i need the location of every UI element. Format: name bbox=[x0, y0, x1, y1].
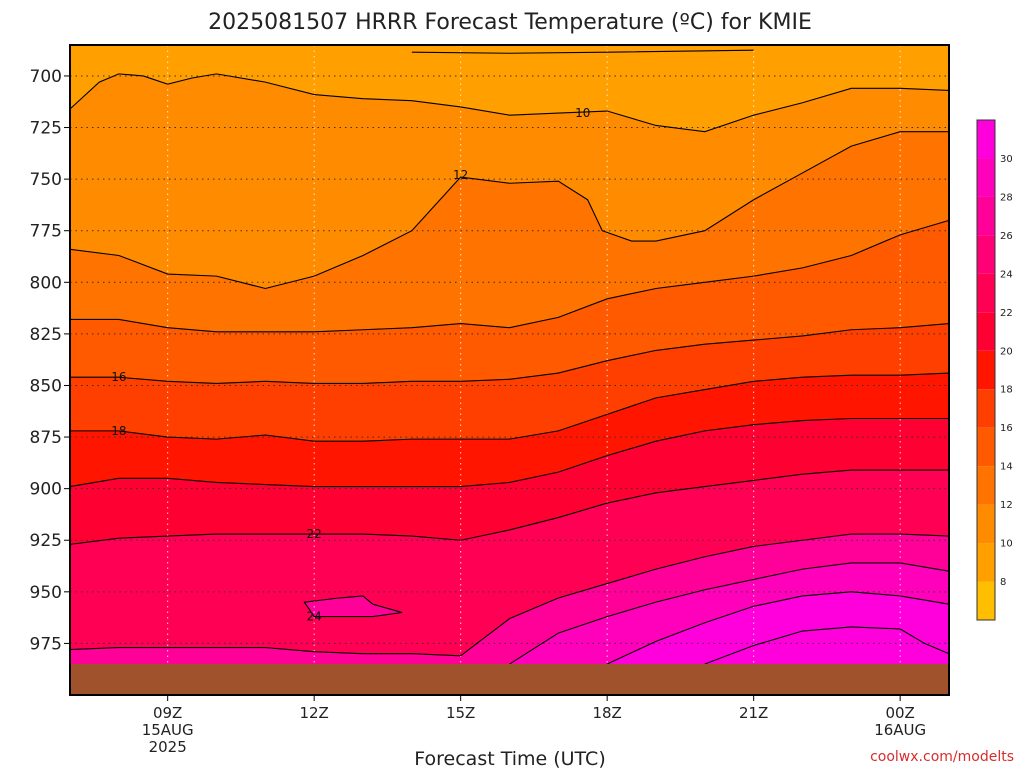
plot-frame bbox=[69, 44, 950, 696]
ground-layer bbox=[70, 664, 949, 695]
x-tick-label-12-0: 12Z bbox=[299, 704, 328, 722]
colorbar-swatch-12 bbox=[977, 120, 995, 159]
x-tick-label-9-1: 15AUG bbox=[142, 721, 194, 739]
colorbar-swatch-4 bbox=[977, 427, 995, 467]
contour-label-10-0: 10 bbox=[575, 106, 590, 120]
fill-pocket-24 bbox=[304, 595, 403, 617]
contour-line-layer: 10 12 16 18 22 24 bbox=[69, 49, 950, 665]
colorbar-label-10: 10 bbox=[1000, 539, 1013, 550]
x-axis-label: Forecast Time (UTC) bbox=[414, 748, 605, 768]
y-tick-label-800: 800 bbox=[30, 273, 62, 293]
x-tick-label-15-0: 15Z bbox=[446, 704, 475, 722]
colorbar-swatch-6 bbox=[977, 350, 995, 390]
credit-link[interactable]: coolwx.com/modelts bbox=[870, 749, 1014, 765]
colorbar-label-18: 18 bbox=[1000, 385, 1013, 396]
contour-line-10-1 bbox=[69, 73, 950, 133]
contour-line-24-8 bbox=[303, 595, 403, 618]
colorbar-swatch-8 bbox=[977, 273, 995, 313]
colorbar-label-16: 16 bbox=[1000, 423, 1013, 434]
colorbar-swatch-7 bbox=[977, 312, 995, 351]
colorbar-swatch-5 bbox=[977, 389, 995, 428]
colorbar-label-26: 26 bbox=[1000, 231, 1013, 242]
colorbar-swatch-9 bbox=[977, 235, 995, 274]
colorbar-label-14: 14 bbox=[1000, 462, 1013, 473]
colorbar-label-28: 28 bbox=[1000, 192, 1013, 203]
colorbar-swatch-1 bbox=[977, 543, 995, 582]
colorbar-label-8: 8 bbox=[1000, 577, 1006, 588]
contour-line-24-9 bbox=[69, 646, 461, 657]
contour-line-30-13 bbox=[704, 626, 950, 665]
contour-fill-layer bbox=[70, 45, 949, 695]
contour-label-12-2: 12 bbox=[453, 168, 468, 182]
chart-title: 2025081507 HRRR Forecast Temperature (ºC… bbox=[208, 10, 812, 35]
contour-label-24-8: 24 bbox=[307, 610, 322, 624]
ground-band bbox=[70, 664, 949, 695]
colorbar-label-22: 22 bbox=[1000, 308, 1013, 319]
colorbar-label-12: 12 bbox=[1000, 500, 1013, 511]
contour-line-28-12 bbox=[606, 591, 950, 665]
y-tick-label-750: 750 bbox=[30, 170, 62, 190]
contour-line-18-5 bbox=[70, 372, 950, 442]
y-tick-label-775: 775 bbox=[30, 222, 62, 242]
y-tick-label-900: 900 bbox=[30, 480, 62, 500]
colorbar-label-30: 30 bbox=[1000, 154, 1013, 165]
contour-line-12-2 bbox=[69, 131, 949, 290]
x-tick-label-21-0: 21Z bbox=[739, 704, 768, 722]
contour-line-22-7 bbox=[69, 469, 949, 545]
contour-label-16-4: 16 bbox=[111, 370, 126, 384]
contour-label-22-7: 22 bbox=[307, 527, 322, 541]
contour-label-18-5: 18 bbox=[111, 424, 126, 438]
x-tick-label-18-0: 18Z bbox=[592, 704, 621, 722]
colorbar-swatch-0 bbox=[977, 581, 995, 620]
contour-line-20-6 bbox=[69, 417, 949, 488]
y-tick-label-825: 825 bbox=[30, 325, 62, 345]
colorbar-label-20: 20 bbox=[1000, 346, 1013, 357]
contour-line-10-0 bbox=[411, 49, 754, 54]
contour-line-14-3 bbox=[70, 219, 950, 333]
x-tick-label-9-0: 09Z bbox=[153, 704, 182, 722]
y-tick-label-700: 700 bbox=[30, 67, 62, 87]
contour-line-16-4 bbox=[70, 323, 950, 384]
contour-line-26-11 bbox=[509, 562, 950, 665]
colorbar-swatch-10 bbox=[977, 196, 995, 236]
colorbar-swatch-3 bbox=[977, 466, 995, 505]
colorbar-swatch-11 bbox=[977, 158, 995, 197]
y-tick-label-850: 850 bbox=[30, 376, 62, 396]
x-tick-label-9-2: 2025 bbox=[149, 738, 187, 756]
colorbar-swatch-2 bbox=[977, 504, 995, 544]
x-tick-label-24-0: 00Z bbox=[885, 704, 914, 722]
y-tick-label-725: 725 bbox=[30, 119, 62, 139]
y-tick-label-950: 950 bbox=[30, 583, 62, 603]
colorbar-frame bbox=[976, 119, 996, 621]
y-tick-label-975: 975 bbox=[30, 634, 62, 654]
colorbar: 8 10 12 14 16 18 20 22 24 26 28 30 bbox=[976, 119, 1013, 621]
grid-layer bbox=[70, 45, 949, 695]
contour-line-24-10 bbox=[460, 533, 950, 657]
y-tick-label-925: 925 bbox=[30, 531, 62, 551]
colorbar-label-24: 24 bbox=[1000, 269, 1013, 280]
x-tick-label-24-1: 16AUG bbox=[874, 721, 926, 739]
y-tick-label-875: 875 bbox=[30, 428, 62, 448]
y-axis: 700 725 750 775 800 825 850 875 900 925 950 975 bbox=[30, 67, 70, 654]
